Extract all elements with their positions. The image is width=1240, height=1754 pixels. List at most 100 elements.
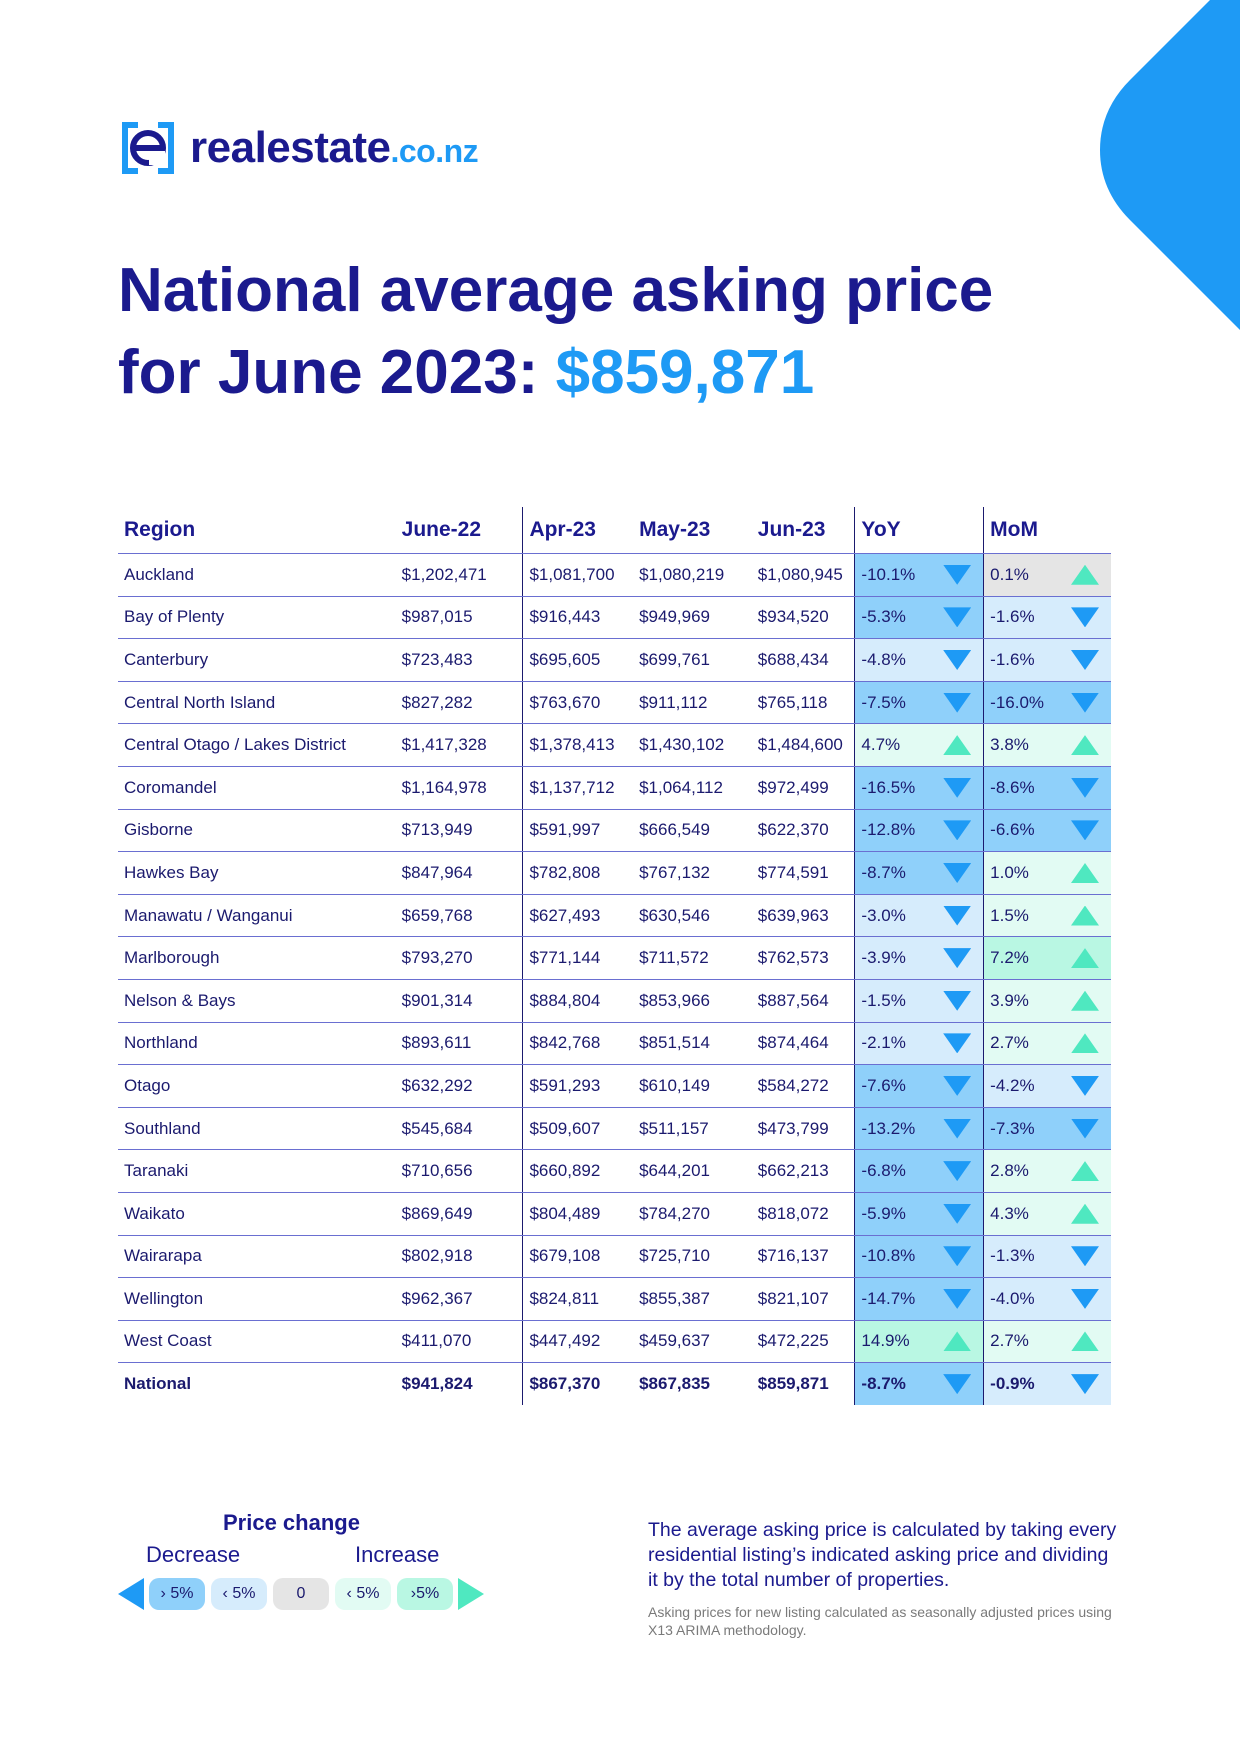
yoy-value: -13.2%	[861, 1118, 916, 1138]
title-line1: National average asking price	[118, 256, 994, 325]
mom-value: 1.5%	[990, 905, 1029, 925]
cell-may23: $853,966	[633, 979, 752, 1023]
table-row: Otago $632,292 $591,293 $610,149 $584,272 -7.…	[118, 1064, 1111, 1108]
yoy-value: -5.3%	[861, 607, 906, 627]
down-arrow-icon	[1071, 777, 1099, 798]
cell-jun22: $723,483	[395, 638, 523, 682]
mom-value: 2.8%	[990, 1161, 1029, 1181]
yoy-value: -3.0%	[861, 905, 906, 925]
mom-value: -16.0%	[990, 692, 1045, 712]
legend-pill: › 5%	[149, 1578, 205, 1610]
mom-value: 2.7%	[990, 1033, 1029, 1053]
table-row: Hawkes Bay $847,964 $782,808 $767,132 $774,5…	[118, 851, 1111, 895]
table-row: Wellington $962,367 $824,811 $855,387 $821,1…	[118, 1277, 1111, 1321]
down-arrow-icon	[1071, 1374, 1099, 1395]
cell-region: Marlborough	[118, 936, 396, 980]
down-arrow-icon	[943, 1374, 972, 1395]
header-apr23: Apr-23	[522, 507, 634, 554]
cell-mom: 0.1%	[983, 553, 1111, 597]
down-arrow-icon	[943, 1033, 972, 1054]
header-june22: June-22	[395, 507, 523, 554]
down-arrow-icon	[943, 607, 972, 628]
down-arrow-icon	[943, 1246, 972, 1267]
asking-price-table: Region June-22 Apr-23 May-23 Jun-23 YoY …	[118, 507, 1111, 1405]
down-arrow-icon	[943, 820, 972, 841]
yoy-value: -3.9%	[861, 948, 906, 968]
cell-mom: -1.6%	[983, 596, 1111, 640]
cell-apr23: $884,804	[522, 979, 634, 1023]
cell-yoy: -14.7%	[854, 1277, 984, 1321]
mom-value: -8.6%	[990, 777, 1035, 797]
down-arrow-icon	[943, 649, 972, 670]
yoy-value: 4.7%	[861, 735, 901, 755]
yoy-value: -16.5%	[861, 777, 916, 797]
cell-region: Coromandel	[118, 766, 396, 810]
down-arrow-icon	[1071, 1118, 1099, 1139]
cell-jun23: $584,272	[751, 1064, 855, 1108]
cell-region: Hawkes Bay	[118, 851, 396, 895]
down-arrow-icon	[1071, 692, 1099, 713]
yoy-value: -1.5%	[861, 990, 906, 1010]
cell-apr23: $1,081,700	[522, 553, 634, 597]
cell-jun23: $859,871	[757, 1374, 829, 1394]
cell-may23: $610,149	[633, 1064, 752, 1108]
cell-jun23: $1,080,945	[751, 553, 855, 597]
cell-mom: -1.6%	[983, 638, 1111, 682]
cell-may23: $949,969	[633, 596, 752, 640]
mom-value: 2.7%	[990, 1331, 1029, 1351]
cell-apr23: $591,997	[522, 809, 634, 853]
cell-yoy: -16.5%	[854, 766, 984, 810]
brand-logo[interactable]: realestate.co.nz	[118, 118, 479, 178]
down-arrow-icon	[1071, 1288, 1099, 1309]
cell-mom: -16.0%	[983, 681, 1111, 725]
table-body: Auckland $1,202,471 $1,081,700 $1,080,219 $1…	[118, 553, 1111, 1405]
cell-yoy: -8.7%	[854, 851, 984, 895]
table-row: Northland $893,611 $842,768 $851,514 $874,46…	[118, 1022, 1111, 1066]
table-row: Nelson & Bays $901,314 $884,804 $853,966 $88…	[118, 979, 1111, 1023]
yoy-value: -7.6%	[861, 1075, 906, 1095]
cell-jun23: $1,484,600	[751, 723, 855, 767]
cell-may23: $1,064,112	[633, 766, 752, 810]
yoy-value: 14.9%	[861, 1331, 910, 1351]
cell-may23: $851,514	[633, 1022, 752, 1066]
cell-jun23: $688,434	[751, 638, 855, 682]
cell-region: Bay of Plenty	[118, 596, 396, 640]
up-arrow-icon	[1071, 905, 1099, 926]
down-arrow-icon	[943, 1203, 972, 1224]
cell-jun23: $818,072	[751, 1192, 855, 1236]
cell-jun22: $713,949	[395, 809, 523, 853]
cell-apr23: $1,378,413	[522, 723, 634, 767]
cell-jun22: $1,202,471	[395, 553, 523, 597]
cell-region: Gisborne	[118, 809, 396, 853]
cell-yoy: -2.1%	[854, 1022, 984, 1066]
table-row: Central Otago / Lakes District $1,417,328…	[118, 723, 1111, 767]
cell-jun22: $893,611	[395, 1022, 523, 1066]
cell-jun22: $793,270	[395, 936, 523, 980]
cell-region: Auckland	[118, 553, 396, 597]
down-arrow-icon	[943, 1288, 972, 1309]
down-arrow-icon	[943, 862, 972, 883]
table-row: Gisborne $713,949 $591,997 $666,549 $622,370…	[118, 809, 1111, 853]
cell-yoy: -1.5%	[854, 979, 984, 1023]
header-mom: MoM	[983, 507, 1111, 554]
cell-mom: -1.3%	[983, 1235, 1111, 1279]
yoy-value: -12.8%	[861, 820, 916, 840]
cell-apr23: $447,492	[522, 1320, 634, 1364]
cell-mom: -4.2%	[983, 1064, 1111, 1108]
header-region: Region	[118, 507, 396, 554]
cell-jun23: $473,799	[751, 1107, 855, 1151]
mom-value: -1.6%	[990, 649, 1035, 669]
cell-apr23: $771,144	[522, 936, 634, 980]
cell-jun23: $639,963	[751, 894, 855, 938]
cell-mom: 2.8%	[983, 1149, 1111, 1193]
legend-pill: 0	[273, 1578, 329, 1610]
up-arrow-icon	[1071, 735, 1099, 756]
cell-apr23: $916,443	[522, 596, 634, 640]
legend-increase-label: Increase	[355, 1542, 440, 1567]
cell-mom: 3.9%	[983, 979, 1111, 1023]
cell-mom: 1.5%	[983, 894, 1111, 938]
mom-value: -4.2%	[990, 1075, 1035, 1095]
cell-may23: $699,761	[633, 638, 752, 682]
yoy-value: -14.7%	[861, 1288, 916, 1308]
down-arrow-icon	[943, 1075, 972, 1096]
